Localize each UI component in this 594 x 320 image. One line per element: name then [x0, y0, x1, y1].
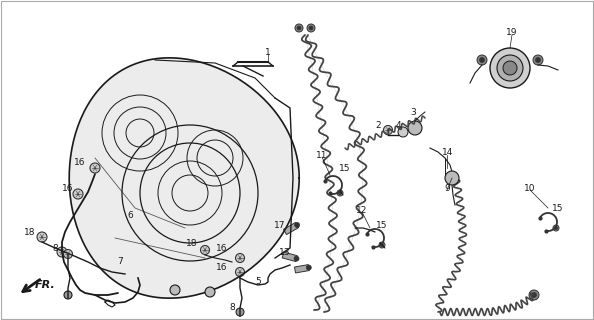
- Text: 6: 6: [127, 211, 133, 220]
- Circle shape: [235, 253, 245, 262]
- Circle shape: [536, 58, 541, 62]
- Text: 15: 15: [376, 220, 388, 229]
- Text: 8: 8: [229, 303, 235, 313]
- Circle shape: [384, 125, 393, 134]
- Text: 16: 16: [62, 183, 74, 193]
- Circle shape: [533, 55, 543, 65]
- Polygon shape: [69, 58, 299, 298]
- Circle shape: [553, 225, 559, 231]
- Circle shape: [37, 232, 47, 242]
- Circle shape: [297, 26, 301, 30]
- Circle shape: [309, 26, 313, 30]
- Text: FR.: FR.: [35, 280, 56, 290]
- Circle shape: [235, 268, 245, 276]
- Circle shape: [73, 189, 83, 199]
- Circle shape: [90, 163, 100, 173]
- Text: 10: 10: [525, 183, 536, 193]
- Circle shape: [381, 244, 384, 246]
- Circle shape: [529, 290, 539, 300]
- Polygon shape: [282, 252, 298, 261]
- Text: 5: 5: [255, 277, 261, 286]
- Circle shape: [294, 256, 299, 261]
- Text: 11: 11: [316, 150, 328, 159]
- Text: 1: 1: [265, 47, 271, 57]
- Text: 4: 4: [395, 121, 401, 130]
- Circle shape: [555, 227, 558, 229]
- Text: 16: 16: [216, 263, 228, 273]
- Text: 15: 15: [552, 204, 564, 212]
- Text: 3: 3: [410, 108, 416, 116]
- Circle shape: [64, 291, 72, 299]
- Circle shape: [64, 250, 72, 259]
- Circle shape: [477, 55, 487, 65]
- Circle shape: [490, 48, 530, 88]
- Text: 7: 7: [117, 258, 123, 267]
- Circle shape: [295, 24, 303, 32]
- Text: 18: 18: [187, 238, 198, 247]
- Text: 17: 17: [274, 220, 286, 229]
- Text: 2: 2: [375, 121, 381, 130]
- Circle shape: [307, 24, 315, 32]
- Text: 14: 14: [443, 148, 454, 156]
- Circle shape: [445, 171, 459, 185]
- Circle shape: [503, 61, 517, 75]
- Circle shape: [205, 287, 215, 297]
- Polygon shape: [283, 222, 299, 235]
- Text: 18: 18: [24, 228, 36, 236]
- Circle shape: [339, 191, 342, 195]
- Circle shape: [201, 245, 210, 254]
- Text: 15: 15: [339, 164, 350, 172]
- Circle shape: [337, 190, 343, 196]
- Text: 9: 9: [444, 183, 450, 193]
- Polygon shape: [295, 265, 309, 273]
- Circle shape: [408, 121, 422, 135]
- Text: 16: 16: [74, 157, 86, 166]
- Text: 8: 8: [52, 244, 58, 252]
- Text: 16: 16: [216, 244, 228, 252]
- Circle shape: [295, 222, 299, 228]
- Circle shape: [236, 308, 244, 316]
- Circle shape: [532, 292, 536, 298]
- Circle shape: [379, 242, 385, 248]
- Circle shape: [170, 285, 180, 295]
- Circle shape: [398, 127, 408, 137]
- Circle shape: [57, 247, 67, 257]
- Circle shape: [479, 58, 485, 62]
- Text: 19: 19: [506, 28, 518, 36]
- Circle shape: [497, 55, 523, 81]
- Text: 13: 13: [279, 247, 290, 257]
- Text: 12: 12: [356, 205, 368, 214]
- Circle shape: [307, 265, 311, 270]
